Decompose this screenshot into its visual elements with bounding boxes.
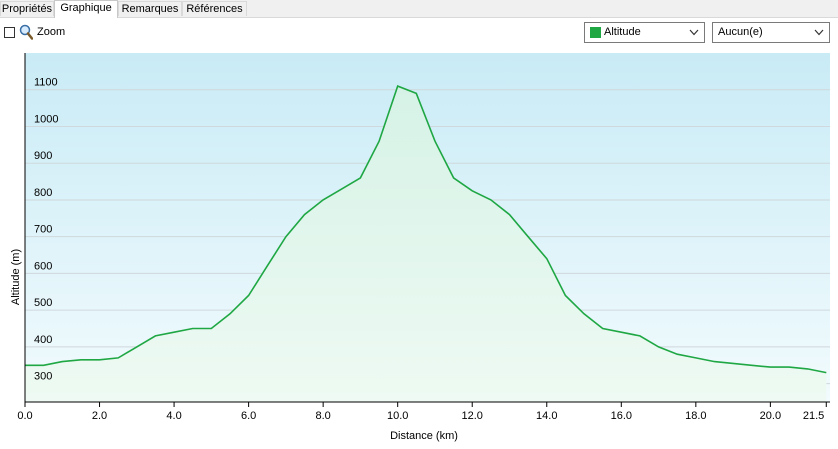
y-tick-label: 600 [34,260,52,272]
altitude-chart: 0.0 2.0 4.0 6.0 8.0 10.0 12.0 14.0 16.0 18.0 20.0 2… [10,53,830,442]
secondary-select-value: Aucun(e) [718,26,763,38]
zoom-label: Zoom [37,26,66,38]
tab-references[interactable]: Références [182,1,247,16]
x-tick-label: 2.0 [92,410,107,422]
chevron-down-icon [814,29,824,36]
x-tick-label: 6.0 [241,410,256,422]
y-axis-title: Altitude (m) [10,249,22,305]
x-tick-label: 21.5 [803,410,824,422]
x-tick-label: 0.0 [17,410,32,422]
y-tick-label: 700 [34,224,52,236]
x-tick-label: 18.0 [685,410,706,422]
altitude-line [25,85,827,374]
secondary-select[interactable]: Aucun(e) [712,22,830,43]
zoom-checkbox[interactable] [4,27,15,38]
altitude-area [25,86,827,402]
x-tick-label: 4.0 [166,410,181,422]
x-tick-label: 14.0 [536,410,557,422]
y-tick-label: 300 [34,371,52,383]
y-tick-label: 400 [34,334,52,346]
series-select-value: Altitude [604,26,641,38]
chart-toolbar: Zoom [0,18,838,48]
series-select[interactable]: Altitude [584,22,705,43]
x-tick-label: 10.0 [387,410,408,422]
x-axis-ticks: 0.0 2.0 4.0 6.0 8.0 10.0 12.0 14.0 16.0 18.0 20.0 2… [17,402,827,422]
y-tick-label: 800 [34,187,52,199]
y-tick-label: 1100 [34,77,58,89]
x-axis-title: Distance (km) [390,430,458,442]
x-tick-label: 16.0 [611,410,632,422]
x-tick-label: 20.0 [760,410,781,422]
tab-bar: Propriétés Graphique Remarques Référence… [0,0,838,18]
x-tick-label: 8.0 [315,410,330,422]
tab-proprietes[interactable]: Propriétés [0,1,54,16]
tab-remarques[interactable]: Remarques [118,1,182,16]
series-color-swatch [590,27,601,38]
y-tick-label: 500 [34,297,52,309]
tab-graphique[interactable]: Graphique [54,0,118,18]
y-tick-label: 900 [34,150,52,162]
y-axis-ticks: 300 400 500 600 700 800 900 1000 1100 [34,77,58,383]
x-tick-label: 12.0 [462,410,483,422]
y-tick-label: 1000 [34,113,58,125]
chevron-down-icon [689,29,699,36]
magnifier-icon [19,24,33,40]
